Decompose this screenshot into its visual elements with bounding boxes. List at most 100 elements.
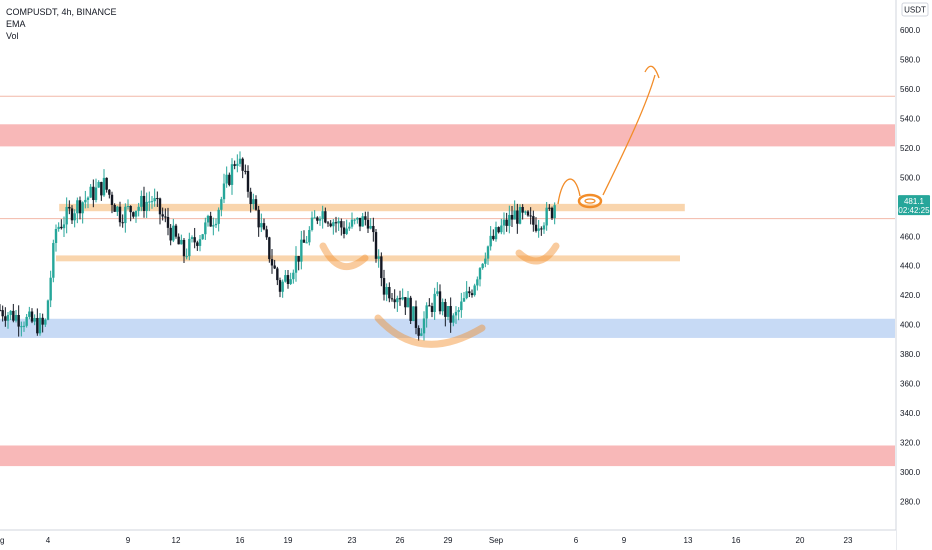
candle-166 bbox=[441, 298, 444, 316]
candle-70 bbox=[185, 248, 188, 260]
time-tick-0: ug bbox=[0, 536, 4, 545]
candle-body-19 bbox=[49, 277, 52, 301]
candle-body-6 bbox=[14, 315, 18, 321]
candle-body-115 bbox=[305, 242, 308, 244]
candle-21 bbox=[54, 224, 58, 252]
candle-153 bbox=[406, 291, 410, 308]
candle-123 bbox=[326, 220, 330, 227]
candle-body-199 bbox=[529, 215, 532, 217]
candle-135 bbox=[358, 217, 362, 232]
candle-25 bbox=[65, 197, 68, 234]
candle-body-205 bbox=[545, 207, 548, 226]
candle-75 bbox=[198, 235, 202, 252]
candle-body-161 bbox=[428, 305, 431, 307]
time-tick-10: 6 bbox=[574, 536, 579, 545]
price-axis[interactable]: USDT 280.0 300.0 320.0 340.0 360.0 380.0 400.0 4… bbox=[895, 0, 932, 550]
candle-body-189 bbox=[502, 219, 506, 226]
candle-20 bbox=[52, 239, 55, 283]
candle-23 bbox=[60, 219, 63, 230]
candle-155 bbox=[412, 306, 415, 322]
candle-175 bbox=[465, 281, 468, 300]
candle-180 bbox=[478, 267, 482, 287]
candle-body-171 bbox=[454, 311, 458, 316]
candle-body-145 bbox=[385, 286, 388, 295]
candle-96 bbox=[254, 195, 258, 211]
candle-40 bbox=[105, 177, 108, 193]
candle-56 bbox=[148, 191, 151, 212]
level-band-0 bbox=[59, 203, 685, 212]
candle-207 bbox=[550, 206, 554, 221]
candle-205 bbox=[545, 201, 548, 231]
candle-144 bbox=[382, 269, 386, 301]
candle-body-83 bbox=[220, 199, 223, 210]
candle-body-66 bbox=[174, 225, 178, 237]
candle-body-176 bbox=[468, 291, 471, 294]
candle-33 bbox=[86, 196, 90, 209]
candle-body-184 bbox=[489, 235, 492, 247]
candle-197 bbox=[524, 210, 527, 215]
candle-200 bbox=[532, 210, 535, 232]
candle-body-107 bbox=[284, 275, 287, 282]
candle-1 bbox=[1, 305, 4, 322]
candle-body-198 bbox=[526, 211, 530, 216]
candle-body-97 bbox=[257, 209, 260, 228]
candle-body-46 bbox=[121, 222, 124, 224]
candle-body-70 bbox=[185, 256, 188, 258]
candle-64 bbox=[169, 224, 172, 246]
candle-body-111 bbox=[294, 255, 298, 273]
candle-body-204 bbox=[542, 225, 546, 230]
candle-60 bbox=[158, 197, 162, 225]
candle-133 bbox=[353, 218, 356, 225]
candle-body-16 bbox=[41, 317, 44, 325]
candle-body-37 bbox=[97, 181, 100, 188]
time-tick-14: 20 bbox=[796, 536, 805, 545]
candle-body-143 bbox=[380, 256, 383, 279]
candle-body-121 bbox=[321, 211, 324, 219]
candle-116 bbox=[308, 226, 311, 246]
candle-165 bbox=[438, 284, 442, 315]
candle-185 bbox=[492, 229, 495, 241]
candle-179 bbox=[476, 276, 479, 291]
candle-46 bbox=[121, 214, 124, 228]
candle-body-29 bbox=[76, 200, 79, 214]
candle-0 bbox=[0, 304, 2, 312]
candle-body-31 bbox=[81, 202, 84, 214]
price-tick-16: 600.0 bbox=[900, 26, 921, 35]
candle-181 bbox=[481, 263, 484, 270]
candle-body-105 bbox=[278, 280, 282, 292]
candle-body-147 bbox=[390, 298, 394, 300]
candle-body-28 bbox=[73, 213, 76, 221]
candle-body-68 bbox=[180, 239, 183, 245]
candle-101 bbox=[268, 236, 271, 263]
candle-191 bbox=[508, 205, 511, 234]
candle-119 bbox=[316, 216, 319, 225]
candle-82 bbox=[217, 207, 220, 232]
indicator-ema[interactable]: EMA bbox=[6, 19, 26, 29]
candle-body-127 bbox=[337, 221, 340, 224]
candle-163 bbox=[433, 287, 436, 320]
candle-body-179 bbox=[476, 279, 479, 286]
candle-43 bbox=[113, 203, 116, 212]
candle-173 bbox=[460, 292, 463, 318]
indicator-vol[interactable]: Vol bbox=[6, 31, 19, 41]
candle-body-152 bbox=[404, 297, 407, 308]
candle-78 bbox=[206, 214, 210, 227]
candle-body-98 bbox=[260, 223, 263, 228]
candle-body-108 bbox=[286, 275, 290, 284]
chart-legend: COMPUSDT, 4h, BINANCE EMA Vol bbox=[6, 6, 117, 42]
symbol-title[interactable]: COMPUSDT, 4h, BINANCE bbox=[6, 7, 117, 17]
time-axis[interactable]: ug 4 9 12 16 19 23 26 29 Sep 6 9 13 16 20 23 bbox=[0, 529, 896, 550]
candle-73 bbox=[193, 227, 196, 249]
candle-3 bbox=[6, 311, 10, 329]
candle-body-93 bbox=[246, 170, 250, 192]
candle-body-59 bbox=[156, 198, 159, 200]
target-arrow-line bbox=[602, 74, 656, 196]
candle-129 bbox=[342, 221, 346, 239]
candle-170 bbox=[452, 313, 455, 327]
candle-102 bbox=[270, 249, 274, 274]
candle-body-163 bbox=[433, 293, 436, 312]
candle-12 bbox=[30, 308, 34, 324]
candle-body-40 bbox=[105, 177, 108, 190]
